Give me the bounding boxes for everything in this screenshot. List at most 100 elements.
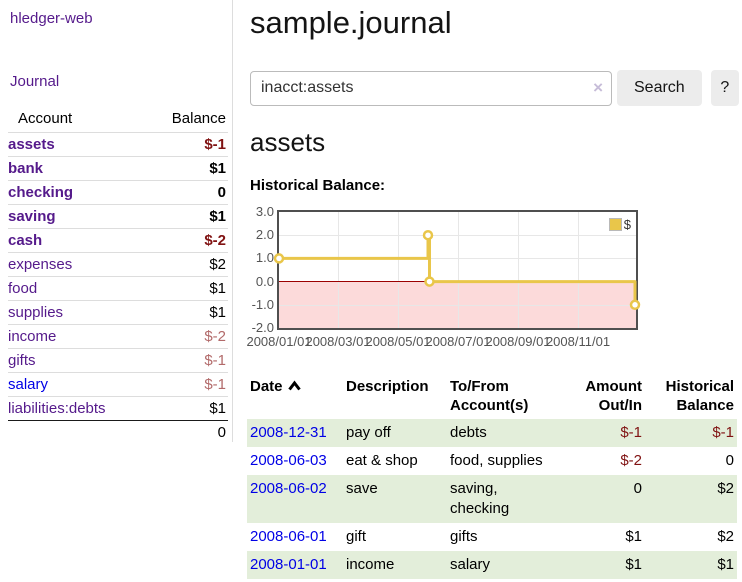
transaction-row[interactable]: 2008-01-01 income salary $1 $1 bbox=[247, 551, 737, 579]
date-header-label: Date bbox=[250, 378, 283, 395]
x-axis-tick: 2008/01/01 bbox=[246, 334, 312, 349]
transaction-balance: $-1 bbox=[712, 424, 734, 441]
gridline bbox=[279, 258, 636, 259]
register-table: Date Description To/From Account(s) Amou… bbox=[247, 374, 737, 579]
y-axis-tick: 3.0 bbox=[255, 204, 274, 219]
transaction-balance: $2 bbox=[717, 528, 734, 545]
account-link-assets[interactable]: assets bbox=[8, 136, 55, 153]
account-link-cash[interactable]: cash bbox=[8, 232, 43, 249]
account-row: gifts $-1 bbox=[8, 348, 228, 373]
description-column-header: Description bbox=[346, 378, 429, 395]
account-row: salary $-1 bbox=[8, 372, 228, 397]
search-button[interactable]: Search bbox=[617, 70, 702, 106]
date-column-header[interactable]: Date bbox=[247, 374, 343, 419]
account-balance: $1 bbox=[209, 400, 226, 417]
search-input[interactable] bbox=[250, 70, 612, 106]
gridline bbox=[458, 212, 459, 328]
transaction-accounts: gifts bbox=[450, 528, 478, 545]
account-link-liabilities-debts[interactable]: liabilities:debts bbox=[8, 400, 106, 417]
x-axis-tick: 2008/03/01 bbox=[305, 334, 371, 349]
gridline bbox=[578, 212, 579, 328]
gridline bbox=[398, 212, 399, 328]
account-balance: $1 bbox=[209, 304, 226, 321]
gridline bbox=[279, 305, 636, 306]
account-balance: $-1 bbox=[204, 376, 226, 393]
account-row: cash $-2 bbox=[8, 228, 228, 253]
transaction-amount: 0 bbox=[633, 480, 642, 497]
account-link-income[interactable]: income bbox=[8, 328, 57, 345]
transaction-amount: $1 bbox=[625, 556, 642, 573]
account-balance: $2 bbox=[209, 256, 226, 273]
account-link-salary[interactable]: salary bbox=[8, 376, 49, 393]
account-row: supplies $1 bbox=[8, 300, 228, 325]
transaction-row[interactable]: 2008-06-02 save saving, checking 0 $2 bbox=[247, 475, 737, 523]
transaction-row[interactable]: 2008-06-03 eat & shop food, supplies $-2… bbox=[247, 447, 737, 475]
data-point-marker bbox=[422, 229, 434, 241]
main-content: sample.journal × Search ? assets Histori… bbox=[246, 0, 739, 579]
transaction-balance: $1 bbox=[717, 556, 734, 573]
y-axis-tick: -1.0 bbox=[251, 297, 274, 312]
sort-ascending-icon bbox=[287, 378, 302, 397]
page-title: sample.journal bbox=[250, 5, 452, 40]
account-row: food $1 bbox=[8, 276, 228, 301]
account-balance: $1 bbox=[209, 280, 226, 297]
historical-balance-chart: 3.0 2.0 1.0 0.0 -1.0 -2.0 bbox=[246, 203, 739, 353]
sidebar: hledger-web Journal Account Balance asse… bbox=[0, 0, 233, 442]
plot-area[interactable]: $ bbox=[273, 210, 641, 330]
transaction-date-link[interactable]: 2008-06-03 bbox=[250, 452, 327, 469]
account-link-supplies[interactable]: supplies bbox=[8, 304, 64, 321]
y-axis-tick: -2.0 bbox=[251, 320, 274, 335]
transaction-row[interactable]: 2008-06-01 gift gifts $1 $2 bbox=[247, 523, 737, 551]
account-row: assets $-1 bbox=[8, 132, 228, 157]
y-axis-tick: 0.0 bbox=[255, 274, 274, 289]
account-row: bank $1 bbox=[8, 156, 228, 181]
transaction-balance: 0 bbox=[725, 452, 734, 469]
gridline bbox=[279, 235, 636, 236]
tofrom-column-header: To/From Account(s) bbox=[450, 378, 529, 414]
transaction-balance: $2 bbox=[717, 480, 734, 497]
x-axis-tick: 2008/11/01 bbox=[545, 334, 611, 349]
y-axis-tick: 2.0 bbox=[255, 227, 274, 242]
account-column-header: Account bbox=[18, 110, 73, 127]
account-balance: $1 bbox=[209, 160, 226, 177]
transaction-date-link[interactable]: 2008-06-02 bbox=[250, 480, 327, 497]
transaction-date-link[interactable]: 2008-06-01 bbox=[250, 528, 327, 545]
transaction-accounts: debts bbox=[450, 424, 487, 441]
y-axis-tick: 1.0 bbox=[255, 250, 274, 265]
transaction-accounts: saving, checking bbox=[450, 480, 510, 517]
search-form: × Search ? bbox=[250, 70, 739, 106]
transaction-date-link[interactable]: 2008-12-31 bbox=[250, 424, 327, 441]
chart-title: Historical Balance: bbox=[250, 177, 386, 194]
account-link-gifts[interactable]: gifts bbox=[8, 352, 36, 369]
account-link-checking[interactable]: checking bbox=[8, 184, 74, 201]
account-link-expenses[interactable]: expenses bbox=[8, 256, 73, 273]
legend-swatch-icon bbox=[608, 218, 622, 231]
account-balance: $-2 bbox=[204, 328, 226, 345]
transaction-date-link[interactable]: 2008-01-01 bbox=[250, 556, 327, 573]
app-brand-link[interactable]: hledger-web bbox=[10, 10, 93, 27]
transaction-description: gift bbox=[346, 528, 367, 545]
account-balance: $-1 bbox=[204, 136, 226, 153]
account-link-bank[interactable]: bank bbox=[8, 160, 44, 177]
clear-search-icon[interactable]: × bbox=[593, 77, 603, 97]
transaction-description: eat & shop bbox=[346, 452, 418, 469]
balance-column-header: Balance bbox=[171, 110, 226, 127]
account-row: checking 0 bbox=[8, 180, 228, 205]
transaction-accounts: food, supplies bbox=[450, 452, 543, 469]
sidebar-item-journal[interactable]: Journal bbox=[10, 73, 60, 90]
account-link-saving[interactable]: saving bbox=[8, 208, 56, 225]
x-axis-tick: 2008/07/01 bbox=[425, 334, 491, 349]
account-row: expenses $2 bbox=[8, 252, 228, 277]
account-heading: assets bbox=[250, 127, 326, 157]
accounts-table: Account Balance assets $-1 bank $1 check… bbox=[8, 107, 228, 444]
account-balance: $1 bbox=[209, 208, 226, 225]
account-balance: 0 bbox=[217, 184, 226, 201]
amount-column-header: Amount Out/In bbox=[585, 378, 642, 414]
chart-legend: $ bbox=[608, 217, 631, 232]
account-row: income $-2 bbox=[8, 324, 228, 349]
help-button[interactable]: ? bbox=[710, 70, 739, 106]
account-link-food[interactable]: food bbox=[8, 280, 38, 297]
data-point-marker bbox=[629, 299, 641, 311]
register-header-row: Date Description To/From Account(s) Amou… bbox=[247, 374, 737, 419]
transaction-row[interactable]: 2008-12-31 pay off debts $-1 $-1 bbox=[247, 419, 737, 447]
